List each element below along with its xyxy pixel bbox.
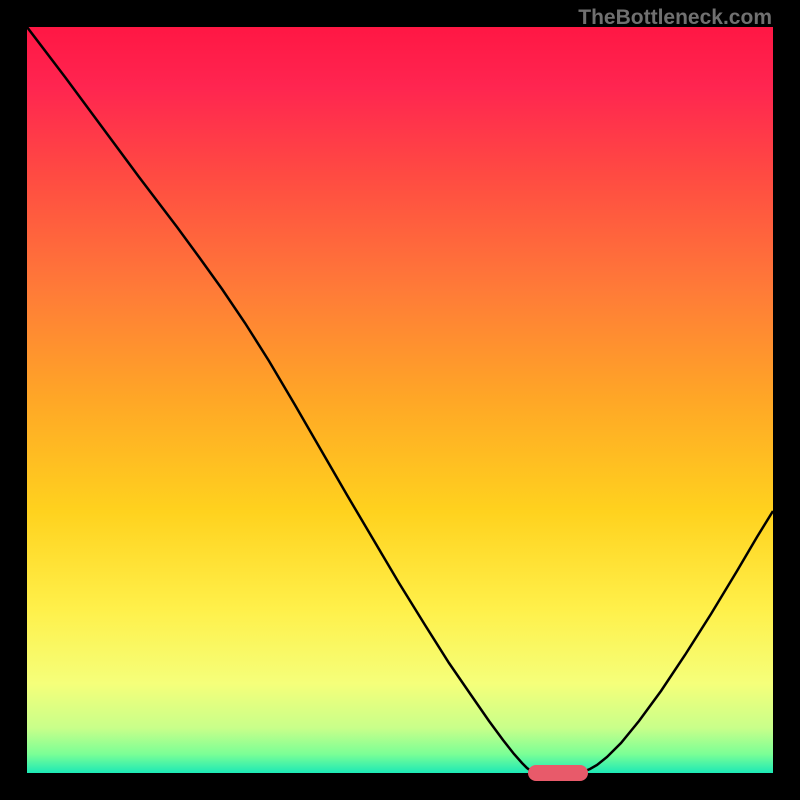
optimal-marker [528,765,588,781]
plot-area [27,27,773,773]
chart-container: TheBottleneck.com [0,0,800,800]
bottleneck-curve [27,27,773,773]
watermark-text: TheBottleneck.com [578,6,772,30]
